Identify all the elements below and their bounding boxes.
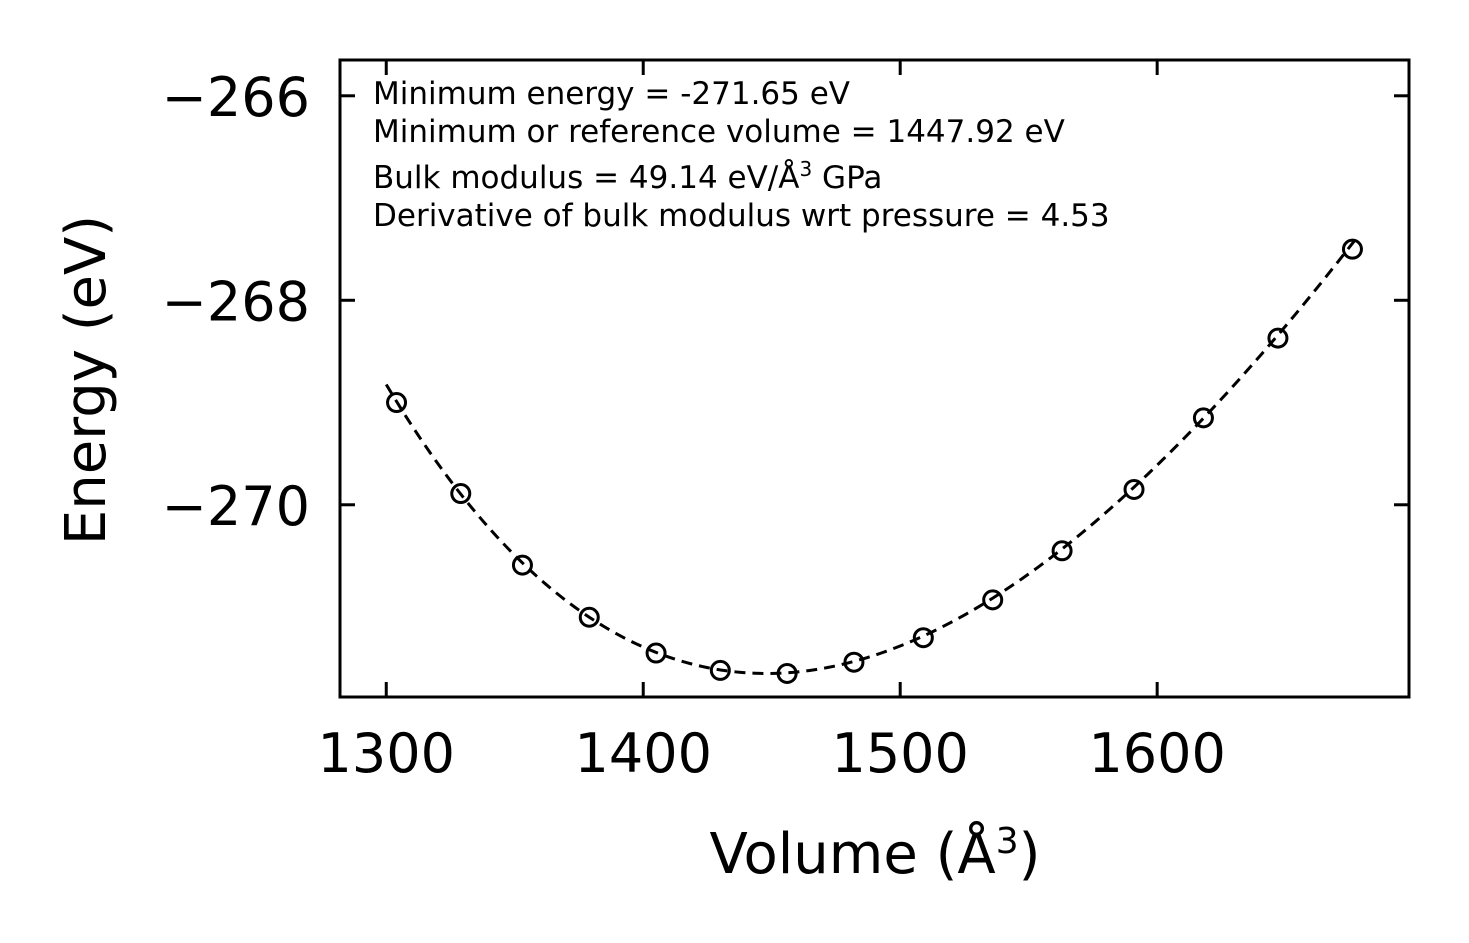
x-axis-label-sup: 3 <box>996 821 1019 862</box>
data-point-11 <box>1123 478 1145 500</box>
annotation-min-volume: Minimum or reference volume = 1447.92 eV <box>373 114 1065 150</box>
fit-curve-line <box>384 235 1359 675</box>
annotation-bulk-modulus-unit: GPa <box>812 160 882 196</box>
x-tick-label-1300: 1300 <box>318 722 455 785</box>
ticks <box>340 60 1409 697</box>
plot-area-frame <box>338 58 1411 699</box>
data-point-9 <box>982 589 1004 611</box>
x-tick-label-1500: 1500 <box>831 722 968 785</box>
y-tick-label-2: −270 <box>162 475 310 538</box>
x-tick-label-1600: 1600 <box>1088 722 1225 785</box>
data-point-6 <box>776 662 798 684</box>
annotation-bulk-modulus-sup: 3 <box>799 157 812 181</box>
data-point-7 <box>843 651 865 673</box>
data-point-0 <box>386 392 408 414</box>
data-point-2 <box>511 554 533 576</box>
x-tick-labels: 1300 1400 1500 1600 <box>318 722 1226 785</box>
y-tick-labels: −266 −268 −270 <box>162 66 310 538</box>
data-points <box>386 238 1363 684</box>
annotation-bulk-modulus: Bulk modulus = 49.14 eV/Å3 GPa <box>373 157 882 196</box>
annotation-box: Minimum energy = -271.65 eV Minimum or r… <box>373 76 1110 234</box>
x-axis-label: Volume (Å3) <box>710 821 1041 887</box>
data-point-5 <box>709 659 731 681</box>
data-point-1 <box>450 483 472 505</box>
data-point-3 <box>578 606 600 628</box>
data-point-12 <box>1192 407 1214 429</box>
y-tick-label-1: −268 <box>162 270 310 333</box>
x-axis-label-end: ) <box>1019 822 1041 887</box>
data-point-13 <box>1267 327 1289 349</box>
y-axis-label: Energy (eV) <box>54 215 119 545</box>
x-axis-label-text: Volume (Å <box>710 821 996 887</box>
y-tick-label-0: −266 <box>162 66 310 129</box>
data-point-10 <box>1051 540 1073 562</box>
data-point-8 <box>912 627 934 649</box>
annotation-bulk-derivative: Derivative of bulk modulus wrt pressure … <box>373 198 1110 234</box>
annotation-bulk-modulus-text: Bulk modulus = 49.14 eV/Å <box>373 160 799 196</box>
data-point-14 <box>1341 238 1363 260</box>
data-point-4 <box>645 642 667 664</box>
annotation-min-energy: Minimum energy = -271.65 eV <box>373 76 850 112</box>
x-tick-label-1400: 1400 <box>575 722 712 785</box>
